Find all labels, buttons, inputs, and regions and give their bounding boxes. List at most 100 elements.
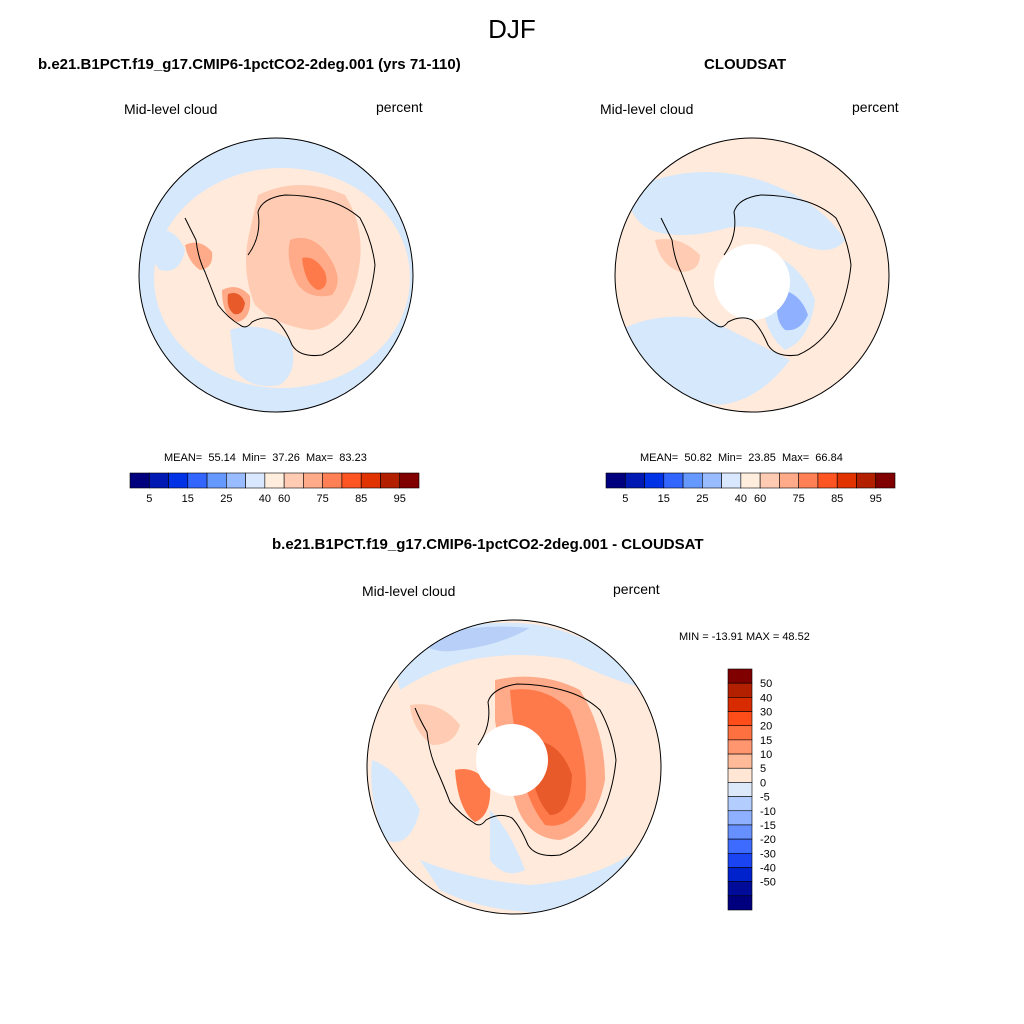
obs-colorbar-box [721, 472, 742, 489]
model-colorbar-tick-label: 75 [317, 493, 329, 505]
model-colorbar: 5 15 25 40 60 75 85 95 [129, 472, 420, 505]
diff-map-border [366, 619, 662, 915]
obs-units-label: percent [852, 99, 899, 115]
obs-cool-band-north [629, 172, 845, 250]
model-colorbar-box [129, 472, 150, 489]
obs-colorbar-tick-label: 85 [831, 493, 843, 505]
model-left-label: Mid-level cloud [124, 101, 218, 117]
diff-panel-title: b.e21.B1PCT.f19_g17.CMIP6-1pctCO2-2deg.0… [272, 536, 704, 553]
obs-colorbar-box [702, 472, 722, 489]
diff-left-label: Mid-level cloud [362, 583, 456, 599]
obs-colorbar-tick-label: 25 [696, 493, 708, 505]
model-cool-patch-south [230, 326, 294, 386]
diff-colorbar-box [727, 810, 753, 826]
diff-colorbar-tick-label: 20 [760, 721, 772, 733]
diff-warm-peninsula [410, 704, 460, 745]
diff-colorbar-box [727, 838, 753, 854]
model-stats: MEAN= 55.14 Min= 37.26 Max= 83.23 [164, 452, 367, 464]
diff-antarctica-coastline [414, 683, 617, 856]
diff-cool-wedge [490, 810, 525, 874]
diff-colorbar-box [727, 668, 753, 684]
obs-warm-peninsula [655, 239, 700, 272]
model-cool-patch-west [148, 229, 185, 271]
diff-colorbar-tick-label: 10 [760, 749, 772, 761]
diff-colorbar-tick-label: 15 [760, 735, 772, 747]
model-colorbar-tick-label: 85 [355, 493, 367, 505]
model-colorbar-tick-label: 25 [220, 493, 232, 505]
model-warm-peak-west [227, 293, 245, 315]
model-colorbar-box [168, 472, 189, 489]
diff-colorbar-box [727, 824, 753, 840]
diff-colorbar-box [727, 711, 753, 727]
diff-stats: MIN = -13.91 MAX = 48.52 [679, 631, 810, 643]
obs-colorbar-box [663, 472, 684, 489]
model-colorbar-box [187, 472, 208, 489]
model-antarctica-coastline [184, 194, 376, 356]
diff-colorbar-box [727, 725, 753, 741]
obs-colorbar-tick-label: 60 [754, 493, 766, 505]
diff-cool-southwest [371, 760, 420, 842]
diff-colorbar-tick-label: 0 [760, 777, 766, 789]
obs-colorbar-box [779, 472, 799, 489]
obs-colorbar-box [798, 472, 819, 489]
diff-cool-south [420, 855, 630, 913]
diff-colorbar-box [727, 682, 753, 698]
diff-colorbar-box [727, 796, 753, 812]
obs-colorbar-tick-label: 15 [658, 493, 670, 505]
diff-colorbar-box [727, 753, 753, 769]
obs-stats: MEAN= 50.82 Min= 23.85 Max= 66.84 [640, 452, 843, 464]
obs-colorbar-box [836, 472, 857, 489]
diff-colorbar-box [727, 767, 753, 783]
diff-colorbar-tick-label: -10 [760, 806, 776, 818]
obs-pole-hole [714, 244, 790, 320]
obs-map-border [614, 137, 890, 413]
diff-colorbar-box [727, 852, 753, 868]
model-colorbar-box [226, 472, 246, 489]
model-colorbar-tick-label: 95 [394, 493, 406, 505]
diff-colorbar-tick-label: -5 [760, 792, 770, 804]
obs-panel-title: CLOUDSAT [704, 56, 787, 73]
obs-colorbar-tick-label: 75 [793, 493, 805, 505]
diff-colorbar-box [727, 782, 753, 797]
model-colorbar-box [206, 472, 227, 489]
obs-colorbar-box [759, 472, 780, 489]
model-colorbar-box [399, 472, 420, 489]
diff-colorbar-tick-label: -20 [760, 834, 776, 846]
model-colorbar-box [360, 472, 381, 489]
diff-colorbar-box [727, 739, 753, 755]
obs-polar-map [614, 137, 890, 413]
diff-colorbar-box [727, 867, 753, 882]
model-colorbar-box [283, 472, 304, 489]
model-colorbar-tick-label: 15 [182, 493, 194, 505]
obs-colorbar-box [682, 472, 703, 489]
model-colorbar-box [380, 472, 401, 489]
model-colorbar-box [264, 472, 285, 489]
main-title: DJF [488, 14, 536, 44]
model-map-border [138, 137, 414, 413]
obs-colorbar-box [644, 472, 665, 489]
diff-pole-hole [476, 724, 548, 796]
obs-colorbar-box [605, 472, 626, 489]
model-colorbar-box [303, 472, 323, 489]
obs-colorbar-box [740, 472, 761, 489]
model-panel-title: b.e21.B1PCT.f19_g17.CMIP6-1pctCO2-2deg.0… [38, 56, 461, 73]
diff-colorbar-tick-label: 40 [760, 692, 772, 704]
diff-units-label: percent [613, 581, 660, 597]
model-colorbar-tick-label: 60 [278, 493, 290, 505]
diff-polar-map [366, 619, 662, 915]
obs-colorbar-box [875, 472, 896, 489]
obs-colorbar-box [856, 472, 877, 489]
diff-colorbar-tick-label: -30 [760, 848, 776, 860]
obs-left-label: Mid-level cloud [600, 101, 694, 117]
model-colorbar-tick-label: 5 [146, 493, 152, 505]
model-colorbar-tick-label: 40 [259, 493, 271, 505]
diff-colorbar-tick-label: 5 [760, 763, 766, 775]
obs-colorbar-tick-label: 95 [870, 493, 882, 505]
model-colorbar-box [245, 472, 266, 489]
model-warm-peak-east [302, 257, 327, 290]
diff-colorbar-tick-label: 30 [760, 707, 772, 719]
diff-warm-west [455, 769, 491, 822]
diff-colorbar-tick-label: -15 [760, 820, 776, 832]
